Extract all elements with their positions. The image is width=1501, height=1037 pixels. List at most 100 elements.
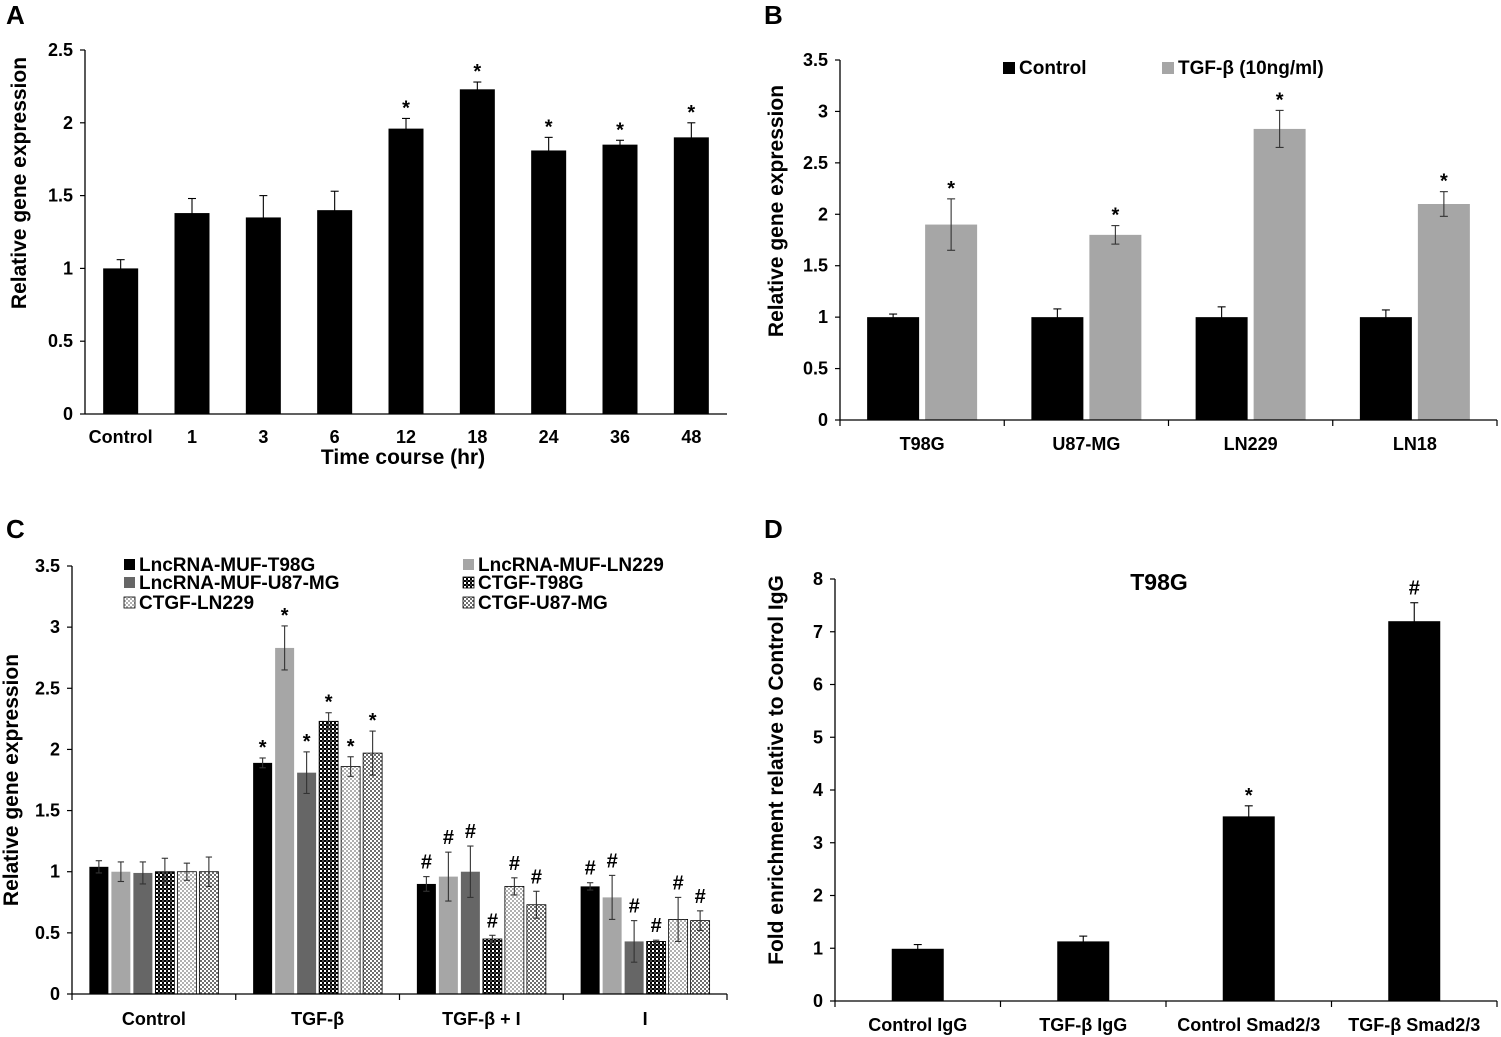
panel-c-ytick-label: 2 [50, 739, 60, 759]
panel-b-significance-mark: * [1440, 171, 1448, 193]
panel-a-category-label: 18 [467, 427, 487, 447]
panel-a-ytick-label: 0 [63, 404, 73, 424]
panel-c-bar [340, 766, 361, 995]
panel-a-ylabel: Relative gene expression [8, 57, 31, 309]
panel-a-bar [317, 210, 353, 414]
panel-b-ytick-label: 0 [818, 410, 828, 430]
panel-c-significance-mark: * [347, 736, 355, 758]
panel-d-title: T98G [1130, 569, 1188, 595]
panel-d-category-label: TGF-β IgG [1039, 1015, 1127, 1035]
panel-c-bar [318, 720, 339, 995]
panel-c-error-bar [511, 877, 518, 896]
panel-c-error-bar [445, 851, 452, 902]
panel-c-error-bar [95, 860, 103, 874]
legend-label-ctgf-u87: CTGF-U87-MG [478, 593, 608, 614]
panel-d-significance-mark: * [1245, 785, 1253, 807]
panel-c-error-bar [652, 939, 660, 944]
panel-b-significance-mark: * [947, 178, 955, 200]
panel-b-ytick-label: 3 [818, 101, 828, 121]
panel-a-significance-mark: * [473, 61, 481, 83]
panel-a-bar [388, 128, 424, 414]
panel-c-bar [482, 938, 503, 995]
legend-label-lncrna-t98g: LncRNA-MUF-T98G [139, 555, 315, 576]
panel-d-bar [1057, 941, 1110, 1001]
panel-c-bar [646, 941, 667, 995]
panel-b-significance-mark: * [1276, 89, 1284, 111]
legend-label-tgf-beta: TGF-β (10ng/ml) [1178, 58, 1324, 79]
panel-d-ytick-label: 0 [813, 991, 823, 1011]
panel-d-bar [891, 948, 944, 1001]
legend-swatch-ctgf-ln229 [123, 596, 136, 609]
panel-d-ytick-label: 6 [813, 675, 823, 695]
panel-c-significance-mark: * [303, 731, 311, 753]
panel-a-bar [531, 150, 567, 415]
panel-b-error-bar [1217, 306, 1226, 328]
panel-a-ytick-label: 1 [63, 258, 73, 278]
panel-d-category-label: Control IgG [868, 1015, 967, 1035]
panel-c-significance-mark: # [487, 910, 498, 932]
panel-d-category-label: TGF-β Smad2/3 [1348, 1015, 1480, 1035]
legend-swatch-tgf-beta [1162, 62, 1174, 74]
panel-c-significance-mark: # [695, 886, 706, 908]
legend-swatch-ctgf-t98g [462, 576, 475, 589]
panel-a-ytick-label: 1.5 [48, 186, 73, 206]
panel-a-error-bar [616, 139, 624, 150]
panel-a-category-label: 12 [396, 427, 416, 447]
legend-label-lncrna-u87: LncRNA-MUF-U87-MG [139, 573, 340, 594]
legend-label-ctgf-ln229: CTGF-LN229 [139, 593, 254, 614]
panel-d-chart: Fold enrichment relative to Control IgG … [765, 569, 1498, 1035]
panel-c-error-bar [303, 751, 310, 795]
legend-label-control: Control [1019, 58, 1087, 79]
panel-a-error-bar [188, 197, 196, 229]
panel-d-error-bar [1244, 805, 1253, 828]
panel-b-error-bar [1275, 109, 1284, 148]
panel-c-bar [416, 883, 436, 994]
panel-c-category-label: TGF-β + I [442, 1009, 521, 1029]
panel-c-category-label: Control [122, 1009, 186, 1029]
panel-c-error-bar [696, 910, 704, 931]
panel-c-error-bar [630, 920, 638, 963]
panel-b-bar [1195, 317, 1248, 420]
panel-b-ytick-label: 1 [818, 307, 828, 327]
panel-d-ytick-label: 8 [813, 569, 823, 589]
panel-c-bar [362, 752, 383, 995]
panel-c-bar [176, 871, 197, 995]
panel-a-chart: Relative gene expression Time course (hr… [8, 40, 727, 469]
panel-c-category-label: I [643, 1009, 648, 1029]
panel-b-bar [1417, 204, 1470, 420]
panel-b-bar [1089, 234, 1142, 420]
panel-a-bar [459, 89, 495, 414]
panel-a-significance-mark: * [616, 119, 624, 141]
panel-c-error-bar [139, 861, 147, 885]
panel-a-category-label: 24 [539, 427, 559, 447]
panel-c-bar [602, 897, 622, 994]
panel-a-error-bar [402, 117, 410, 140]
panel-c-error-bar [259, 757, 266, 769]
panel-c-bar [154, 871, 175, 995]
panel-a-significance-mark: * [402, 97, 410, 119]
panel-c-ytick-label: 2.5 [35, 678, 60, 698]
panel-c-ytick-label: 0.5 [35, 923, 60, 943]
panel-b-ytick-label: 2.5 [803, 153, 828, 173]
panel-c-bar [275, 647, 295, 994]
panel-d-ytick-label: 5 [813, 727, 823, 747]
panel-c-significance-mark: # [629, 896, 640, 918]
legend-swatch-control [1003, 62, 1015, 74]
panel-d-ylabel: Fold enrichment relative to Control IgG [765, 575, 788, 965]
panel-c-error-bar [117, 861, 125, 883]
panel-a-category-label: 1 [187, 427, 197, 447]
panel-a-error-bar [116, 259, 125, 278]
panel-a-ytick-label: 2 [63, 113, 73, 133]
panel-b-category-label: LN18 [1393, 434, 1437, 454]
panel-a-xlabel: Time course (hr) [321, 446, 485, 469]
panel-c-significance-mark: # [465, 821, 476, 843]
panel-b-category-label: U87-MG [1052, 434, 1120, 454]
panel-c-significance-mark: # [531, 866, 542, 888]
panel-c-category-label: TGF-β [291, 1009, 344, 1029]
panel-d-ytick-label: 2 [813, 886, 823, 906]
panel-a-ytick-label: 2.5 [48, 40, 73, 60]
panel-d-error-bar [1079, 935, 1088, 948]
panel-c-ytick-label: 3.5 [35, 556, 60, 576]
panel-a-category-label: 6 [330, 427, 340, 447]
